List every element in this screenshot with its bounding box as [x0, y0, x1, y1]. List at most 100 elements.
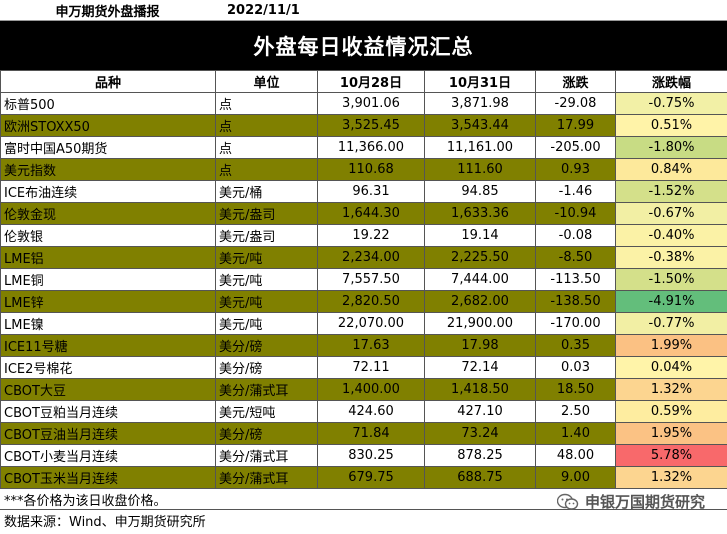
change-cell: -170.00: [535, 312, 616, 335]
change-cell: -29.08: [535, 92, 616, 115]
table-row: 伦敦金现 美元/盎司 1,644.30 1,633.36 -10.94 -0.67%: [0, 202, 727, 225]
unit-cell: 美分/磅: [215, 422, 318, 445]
table-row: 伦敦银 美元/盎司 19.22 19.14 -0.08 -0.40%: [0, 224, 727, 247]
column-header: 10月31日: [424, 70, 536, 93]
report-header: 申万期货外盘播报 2022/11/1: [0, 0, 727, 21]
table-row: CBOT小麦当月连续 美分/蒲式耳 830.25 878.25 48.00 5.78%: [0, 444, 727, 467]
price-oct28: 679.75: [317, 466, 425, 489]
price-oct28: 17.63: [317, 334, 425, 357]
price-oct31: 21,900.00: [424, 312, 536, 335]
price-oct28: 19.22: [317, 224, 425, 247]
unit-cell: 美元/吨: [215, 312, 318, 335]
change-pct-cell: 1.95%: [615, 422, 727, 445]
footnote-text: ***各价格为该日收盘价格。: [4, 493, 167, 509]
unit-cell: 点: [215, 92, 318, 115]
change-pct-cell: -1.80%: [615, 136, 727, 159]
table-row: 欧洲STOXX50 点 3,525.45 3,543.44 17.99 0.51%: [0, 114, 727, 137]
price-oct31: 1,418.50: [424, 378, 536, 401]
footnote: ***各价格为该日收盘价格。: [0, 489, 727, 510]
change-pct-cell: 0.84%: [615, 158, 727, 181]
instrument-name: 欧洲STOXX50: [0, 114, 216, 137]
change-pct-cell: 0.59%: [615, 400, 727, 423]
table-row: LME锌 美元/吨 2,820.50 2,682.00 -138.50 -4.91%: [0, 290, 727, 313]
brand-label: 申万期货外盘播报: [55, 4, 160, 20]
instrument-name: 伦敦银: [0, 224, 216, 247]
data-source: 数据来源：Wind、申万期货研究所: [0, 510, 727, 531]
unit-cell: 美分/磅: [215, 356, 318, 379]
change-cell: 2.50: [535, 400, 616, 423]
change-pct-cell: -0.75%: [615, 92, 727, 115]
change-pct-cell: -1.50%: [615, 268, 727, 291]
change-pct-cell: -1.52%: [615, 180, 727, 203]
table-row: LME镍 美元/吨 22,070.00 21,900.00 -170.00 -0.77%: [0, 312, 727, 335]
price-oct31: 94.85: [424, 180, 536, 203]
unit-cell: 美分/蒲式耳: [215, 466, 318, 489]
instrument-name: LME铜: [0, 268, 216, 291]
price-oct28: 71.84: [317, 422, 425, 445]
change-cell: 17.99: [535, 114, 616, 137]
instrument-name: 标普500: [0, 92, 216, 115]
change-pct-cell: -0.67%: [615, 202, 727, 225]
change-cell: -1.46: [535, 180, 616, 203]
change-cell: -0.08: [535, 224, 616, 247]
price-oct31: 878.25: [424, 444, 536, 467]
unit-cell: 美分/磅: [215, 334, 318, 357]
column-header: 品种: [0, 70, 216, 93]
unit-cell: 点: [215, 114, 318, 137]
change-cell: -138.50: [535, 290, 616, 313]
instrument-name: CBOT大豆: [0, 378, 216, 401]
unit-cell: 点: [215, 136, 318, 159]
change-cell: -205.00: [535, 136, 616, 159]
change-cell: 0.93: [535, 158, 616, 181]
instrument-name: ICE11号糖: [0, 334, 216, 357]
change-pct-cell: 1.32%: [615, 378, 727, 401]
price-oct28: 3,901.06: [317, 92, 425, 115]
column-header: 涨跌: [535, 70, 616, 93]
report-date: 2022/11/1: [227, 2, 300, 18]
table-row: 美元指数点 110.68 111.60 0.93 0.84%: [0, 158, 727, 181]
page-title: 外盘每日收益情况汇总: [0, 21, 727, 70]
column-header: 涨跌幅: [615, 70, 727, 93]
instrument-name: 伦敦金现: [0, 202, 216, 225]
change-pct-cell: 1.99%: [615, 334, 727, 357]
instrument-name: LME铝: [0, 246, 216, 269]
price-oct31: 19.14: [424, 224, 536, 247]
table-header-row: 品种 单位 10月28日 10月31日 涨跌 涨跌幅: [0, 70, 727, 93]
change-cell: 0.03: [535, 356, 616, 379]
instrument-name: LME镍: [0, 312, 216, 335]
price-oct28: 1,644.30: [317, 202, 425, 225]
change-cell: 0.35: [535, 334, 616, 357]
instrument-name: CBOT玉米当月连续: [0, 466, 216, 489]
price-oct31: 7,444.00: [424, 268, 536, 291]
unit-cell: 美分/蒲式耳: [215, 444, 318, 467]
watermark-text: 申银万国期货研究: [584, 493, 705, 511]
change-pct-cell: -4.91%: [615, 290, 727, 313]
watermark: 申银万国期货研究: [556, 491, 705, 512]
price-oct28: 7,557.50: [317, 268, 425, 291]
unit-cell: 美分/蒲式耳: [215, 378, 318, 401]
price-oct28: 3,525.45: [317, 114, 425, 137]
unit-cell: 美元/盎司: [215, 224, 318, 247]
data-source-text: 数据来源：Wind、申万期货研究所: [4, 515, 206, 530]
price-oct31: 427.10: [424, 400, 536, 423]
change-pct-cell: 0.51%: [615, 114, 727, 137]
price-oct28: 72.11: [317, 356, 425, 379]
price-oct28: 2,820.50: [317, 290, 425, 313]
price-oct31: 17.98: [424, 334, 536, 357]
instrument-name: CBOT豆粕当月连续: [0, 400, 216, 423]
change-cell: -8.50: [535, 246, 616, 269]
price-oct31: 1,633.36: [424, 202, 536, 225]
column-header: 单位: [215, 70, 318, 93]
price-oct31: 2,682.00: [424, 290, 536, 313]
change-pct-cell: 5.78%: [615, 444, 727, 467]
price-oct31: 688.75: [424, 466, 536, 489]
unit-cell: 美元/吨: [215, 268, 318, 291]
column-header: 10月28日: [317, 70, 425, 93]
instrument-name: LME锌: [0, 290, 216, 313]
price-oct28: 96.31: [317, 180, 425, 203]
returns-table: 品种 单位 10月28日 10月31日 涨跌 涨跌幅 标普500 点 3,901.0…: [0, 70, 727, 489]
instrument-name: CBOT豆油当月连续: [0, 422, 216, 445]
price-oct28: 11,366.00: [317, 136, 425, 159]
price-oct28: 110.68: [317, 158, 425, 181]
unit-cell: 美元/吨: [215, 246, 318, 269]
